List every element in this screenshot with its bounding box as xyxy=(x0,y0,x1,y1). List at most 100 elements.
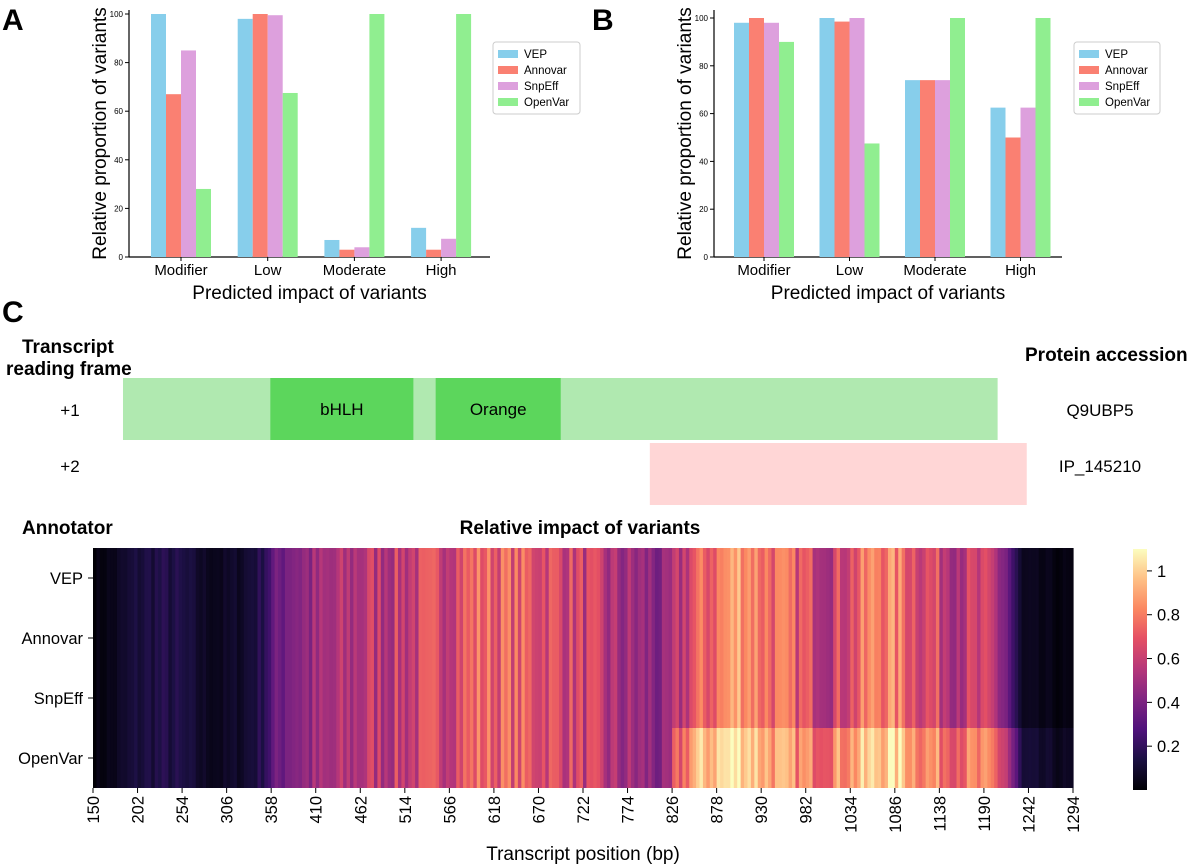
heatmap-cell xyxy=(302,728,307,788)
reading-frame-header-line2: reading frame xyxy=(6,359,132,380)
heatmap-cell xyxy=(668,728,673,788)
heatmap-cell xyxy=(130,548,135,608)
heatmap-cell xyxy=(377,548,382,608)
heatmap-cell xyxy=(606,668,612,728)
heatmap-cell xyxy=(154,608,159,668)
heatmap-cell xyxy=(336,668,341,728)
heatmap-cell xyxy=(247,668,252,728)
heatmap-cell xyxy=(857,608,862,668)
heatmap-cell xyxy=(617,548,622,608)
heatmap-cell xyxy=(672,608,677,668)
heatmap-cell xyxy=(1021,668,1026,728)
heatmap-cell xyxy=(548,608,553,668)
heatmap-cell xyxy=(243,668,248,728)
heatmap-cell xyxy=(312,728,317,788)
heatmap-cell xyxy=(853,668,858,728)
heatmap-cell xyxy=(630,728,635,788)
frame-label-2: +2 xyxy=(60,457,79,476)
heatmap-cell xyxy=(480,728,485,788)
heatmap-cell xyxy=(106,728,111,788)
heatmap-cell xyxy=(939,728,944,788)
heatmap-cell xyxy=(576,728,581,788)
heatmap-cell xyxy=(257,608,262,668)
heatmap-cell xyxy=(394,608,399,668)
heatmap-cell xyxy=(93,608,98,668)
heatmap-cell xyxy=(911,608,916,668)
heatmap-cell xyxy=(140,728,145,788)
heatmap-cell xyxy=(973,548,978,608)
heatmap-cell xyxy=(230,728,235,788)
heatmap-cell xyxy=(884,548,889,608)
heatmap-cell xyxy=(445,728,450,788)
heatmap-cell xyxy=(730,728,735,788)
bar-snpeff xyxy=(354,247,370,257)
heatmap-cell xyxy=(517,608,522,668)
heatmap-cell xyxy=(990,548,995,608)
heatmap-cell xyxy=(247,608,252,668)
heatmap-cell xyxy=(853,728,858,788)
legend-swatch-annovar xyxy=(498,66,518,74)
heatmap-cell xyxy=(1035,548,1040,608)
heatmap-cell xyxy=(713,548,718,608)
heatmap-cell xyxy=(935,548,940,608)
heatmap-cell xyxy=(839,608,845,668)
heatmap-cell xyxy=(809,728,814,788)
heatmap-cell xyxy=(915,728,920,788)
heatmap-cell xyxy=(860,668,865,728)
heatmap-cell xyxy=(322,548,327,608)
heatmap-cell xyxy=(699,728,704,788)
heatmap-cell xyxy=(329,608,334,668)
heatmap-cell xyxy=(1055,608,1060,668)
heatmap-cell xyxy=(894,728,899,788)
heatmap-cell xyxy=(1042,548,1047,608)
heatmap-cell xyxy=(583,728,588,788)
heatmap-cell xyxy=(665,548,670,608)
heatmap-cell xyxy=(1062,668,1067,728)
heatmap-cell xyxy=(192,668,197,728)
heatmap-cell xyxy=(1038,608,1043,668)
heatmap-cell xyxy=(771,548,776,608)
heatmap-cell xyxy=(733,728,738,788)
heatmap-cell xyxy=(319,548,324,608)
heatmap-cell xyxy=(1025,548,1030,608)
heatmap-cell xyxy=(617,668,622,728)
heatmap-cell xyxy=(531,668,536,728)
heatmap-cell xyxy=(781,548,786,608)
heatmap-cell xyxy=(572,668,577,728)
heatmap-cell xyxy=(774,548,779,608)
heatmap-cell xyxy=(421,608,426,668)
heatmap-cell xyxy=(987,728,992,788)
heatmap-cell xyxy=(946,668,951,728)
heatmap-cell xyxy=(915,608,920,668)
heatmap-cell xyxy=(158,728,163,788)
heatmap-cell xyxy=(720,728,725,788)
heatmap-cell xyxy=(867,548,872,608)
heatmap-cell xyxy=(833,548,838,608)
heatmap-cell xyxy=(380,608,385,668)
x-tick-label: Low xyxy=(254,262,282,279)
heatmap-cell xyxy=(1066,548,1071,608)
bar-openvar xyxy=(456,14,472,257)
heatmap-cell xyxy=(778,668,783,728)
heatmap-cell xyxy=(182,608,187,668)
heatmap-cell xyxy=(394,548,399,608)
heatmap-cell xyxy=(613,548,618,608)
heatmap-cell xyxy=(613,608,618,668)
heatmap-cell xyxy=(99,608,104,668)
heatmap-cell xyxy=(942,548,947,608)
heatmap-cell xyxy=(511,608,516,668)
frame-label-1: +1 xyxy=(60,401,79,420)
heatmap-cell xyxy=(449,548,454,608)
heatmap-cell xyxy=(367,728,372,788)
heatmap-cell xyxy=(792,728,797,788)
heatmap-cell xyxy=(723,608,728,668)
reading-frame-header-line1: Transcript xyxy=(22,337,115,358)
heatmap-cell xyxy=(1059,728,1064,788)
heatmap-cell xyxy=(709,548,714,608)
heatmap-cell xyxy=(1066,728,1071,788)
heatmap-cell xyxy=(511,548,516,608)
heatmap-cell xyxy=(1045,548,1050,608)
heatmap-cell xyxy=(672,728,677,788)
legend-label-snpeff: SnpEff xyxy=(524,81,559,93)
heatmap-cell xyxy=(490,728,495,788)
